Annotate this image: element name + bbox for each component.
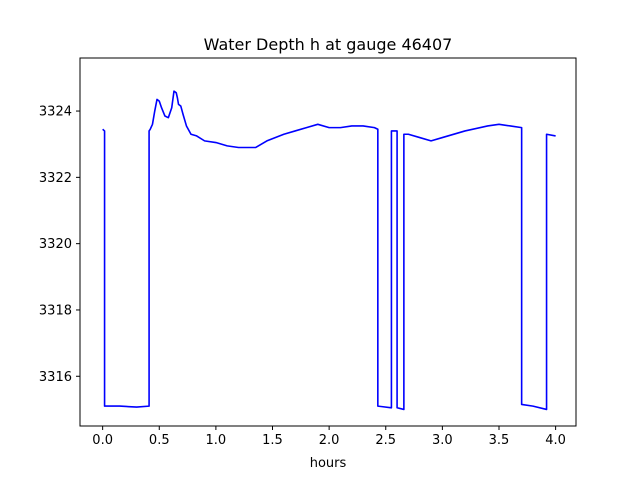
x-tick-label: 0.5	[149, 433, 170, 448]
x-tick-label: 0.0	[92, 433, 113, 448]
x-tick-label: 2.5	[375, 433, 396, 448]
chart-title: Water Depth h at gauge 46407	[204, 35, 453, 54]
y-tick-label: 3320	[39, 237, 72, 252]
y-tick-label: 3316	[39, 370, 72, 385]
x-tick-label: 2.0	[319, 433, 340, 448]
x-tick-label: 3.0	[432, 433, 453, 448]
x-tick-label: 1.5	[262, 433, 283, 448]
y-tick-label: 3318	[39, 303, 72, 318]
series-line-water-depth	[102, 90, 556, 411]
x-tick-label: 3.5	[489, 433, 510, 448]
y-axis: 3316 3318 3320 3322 3324	[39, 105, 80, 385]
plot-frame	[79, 57, 577, 427]
x-tick-label: 1.0	[206, 433, 227, 448]
series-layer	[102, 90, 556, 411]
y-tick-label: 3324	[39, 105, 72, 120]
x-axis-label: hours	[310, 456, 347, 471]
x-tick-label: 4.0	[545, 433, 566, 448]
y-tick-label: 3322	[39, 171, 72, 186]
x-axis: 0.0 0.5 1.0 1.5 2.0 2.5 3.0 3.5 4.0	[92, 426, 566, 448]
